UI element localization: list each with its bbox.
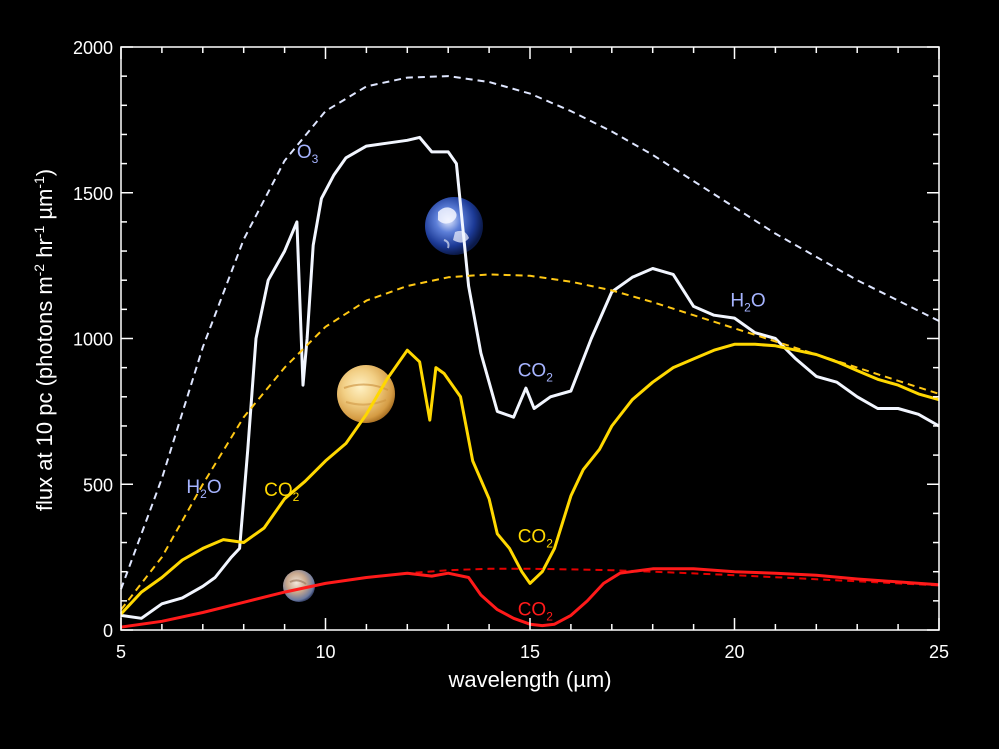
x-tick-label: 25 (929, 642, 949, 662)
label-h2o-right: H2O (730, 290, 765, 314)
label-co2-venus: CO2 (518, 527, 554, 551)
label-co2-earth: CO2 (518, 360, 554, 384)
label-co2-mars: CO2 (518, 599, 554, 623)
series-venus_bb-line (120, 273, 940, 611)
y-tick-label: 1000 (73, 330, 113, 350)
label-h2o-left: H2O (186, 477, 221, 501)
y-axis-title: flux at 10 pc (photons m-2 hr-1 µm-1) (31, 169, 57, 511)
series-earth-line (120, 135, 940, 620)
series-venus-line (119, 342, 940, 616)
x-tick-label: 15 (520, 642, 540, 662)
mars-image (283, 570, 315, 602)
annotation-layer: O3 H2O CO2 H2O CO2 CO2 CO2 (186, 142, 765, 624)
planet-images (283, 197, 483, 602)
y-tick-label: 0 (103, 621, 113, 641)
label-o3: O3 (297, 142, 319, 166)
y-tick-label: 500 (83, 475, 113, 495)
earth-image (425, 197, 483, 255)
y-tick-label: 1500 (73, 184, 113, 204)
x-tick-label: 10 (315, 642, 335, 662)
label-co2-venus-left: CO2 (264, 480, 300, 504)
tick-layer: 5 10 15 20 25 0 500 1000 1500 2000 (73, 38, 949, 662)
series-earth_bb-line (120, 75, 940, 590)
venus-image (337, 365, 395, 423)
y-tick-label: 2000 (73, 38, 113, 58)
x-axis-title: wavelength (µm) (447, 667, 611, 692)
series-mars_bb-line (120, 567, 940, 629)
x-tick-label: 5 (116, 642, 126, 662)
x-tick-label: 20 (724, 642, 744, 662)
